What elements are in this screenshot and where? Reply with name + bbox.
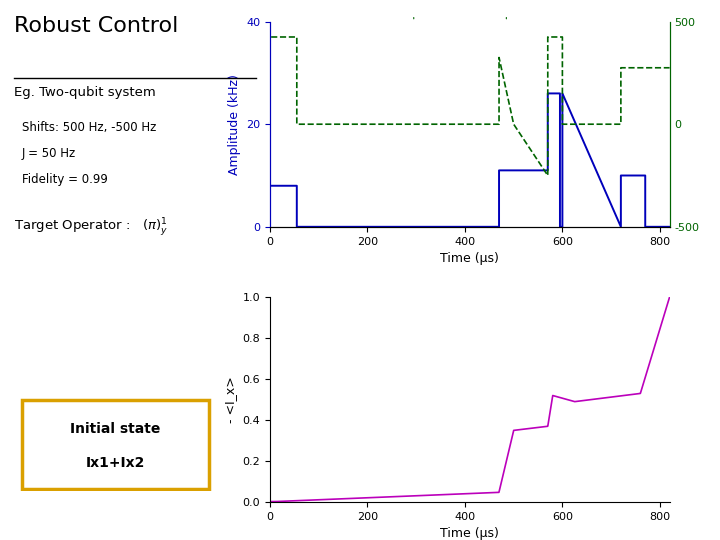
Y-axis label: - <I_x>: - <I_x> <box>224 376 237 423</box>
Text: Ix1+Ix2: Ix1+Ix2 <box>86 456 145 470</box>
Y-axis label: Amplitude (kHz): Amplitude (kHz) <box>228 74 240 174</box>
Text: Robust Control: Robust Control <box>14 16 179 36</box>
FancyBboxPatch shape <box>22 400 209 489</box>
Text: Fidelity = 0.99: Fidelity = 0.99 <box>22 173 107 186</box>
Text: Initial state: Initial state <box>70 422 161 436</box>
X-axis label: Time (μs): Time (μs) <box>441 528 499 540</box>
Text: J = 50 Hz: J = 50 Hz <box>22 147 76 160</box>
Text: Target Operator :   $(\pi)_y^1$: Target Operator : $(\pi)_y^1$ <box>14 216 168 238</box>
Text: Eg. Two-qubit system: Eg. Two-qubit system <box>14 86 156 99</box>
Text: Shifts: 500 Hz, -500 Hz: Shifts: 500 Hz, -500 Hz <box>22 122 156 134</box>
X-axis label: Time (μs): Time (μs) <box>441 252 499 265</box>
